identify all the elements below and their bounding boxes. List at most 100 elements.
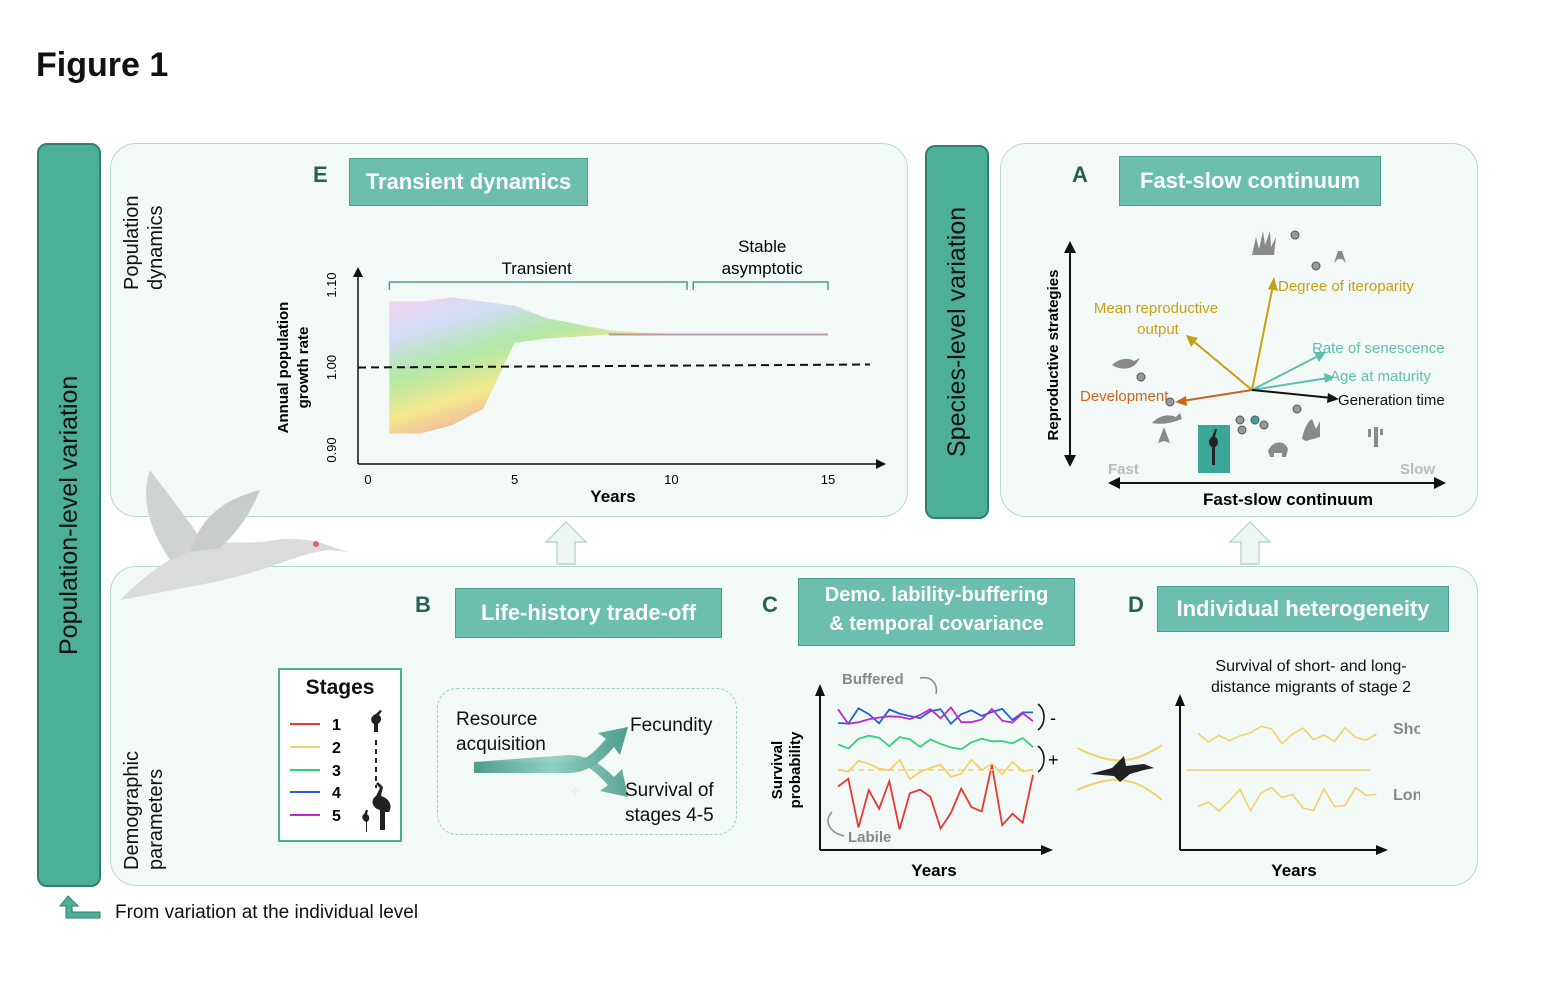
panel-e-letter: E (313, 162, 328, 187)
vector-generation-time-label: Generation time (1338, 392, 1445, 409)
crane-illustration (120, 470, 348, 600)
panel-d-letter: D (1128, 592, 1144, 617)
d-short-line (1197, 725, 1377, 745)
c-labile-label: Labile (848, 829, 891, 846)
adult-cranes-icon (362, 782, 391, 832)
survival-line1: Survival of (625, 780, 714, 801)
stage-4-label: 4 (332, 785, 341, 802)
vector-iteroparity-label: Degree of iteroparity (1278, 278, 1414, 295)
stages-legend-lines: 1 2 3 4 5 (290, 710, 391, 832)
row-bottom-line1: Demographic (121, 751, 143, 870)
stage-3-label: 3 (332, 763, 341, 780)
tradeoff-box: + Resource acquisition Fecundity Surviva… (437, 688, 737, 835)
vector-development: Development (1080, 388, 1253, 406)
fast-slow-axis (1108, 477, 1446, 489)
e-y-arrowhead (353, 267, 363, 277)
e-x-tick: 10 (664, 472, 678, 487)
c-y-label-2: probability (787, 731, 804, 808)
c-stage-5-line (837, 706, 1034, 725)
e-y-tick: 1.00 (324, 355, 339, 380)
panel-d-caption-line2: distance migrants of stage 2 (1210, 679, 1412, 696)
c-stage-3-line (837, 734, 1034, 751)
species-dots (1136, 230, 1321, 435)
e-y-tick: 1.10 (324, 272, 339, 297)
panel-c-title-line1: Demo. lability-buffering (824, 584, 1049, 606)
survival-line2: stages 4-5 (625, 805, 714, 826)
stage-2-label: 2 (332, 740, 341, 757)
c-bracket-plus (1037, 745, 1045, 773)
stage-2: 2 (290, 740, 341, 757)
e-x-label: Years (590, 487, 635, 506)
stable-bracket (692, 281, 829, 290)
c-bracket-minus (1037, 703, 1045, 731)
c-stage-1-line (837, 765, 1034, 831)
panel-c-title: Demo. lability-buffering & temporal cova… (798, 578, 1075, 646)
e-transient-envelope (389, 297, 828, 434)
stage-5-label: 5 (332, 808, 341, 825)
d-x-arrowhead (1376, 845, 1388, 855)
e-y-label-2: growth rate (295, 327, 312, 409)
reproductive-axis-label: Reproductive strategies (1045, 270, 1062, 441)
fast-label: Fast (1108, 461, 1139, 478)
panel-a-letter: A (1072, 162, 1088, 187)
stages-legend: Stages 1 2 3 4 5 (278, 668, 402, 842)
tradeoff-arrows: + (474, 727, 628, 801)
d-x-label: Years (1271, 861, 1316, 880)
fast-slow-axis-label: Fast-slow continuum (1203, 490, 1373, 509)
migrant-divergence (1076, 744, 1163, 801)
footer-return-arrow (58, 895, 101, 919)
row-top-line1: Population (121, 195, 143, 290)
e-y-tick: 0.90 (324, 437, 339, 462)
vector-senescence: Rate of senescence (1251, 340, 1445, 391)
vector-reproductive-output-label-1: Mean reproductive (1094, 300, 1218, 317)
flying-crane-icon (1090, 756, 1154, 782)
e-x-tick: 5 (511, 472, 518, 487)
panel-d-caption: Survival of short- and long- distance mi… (1180, 656, 1442, 698)
vector-age-maturity: Age at maturity (1251, 368, 1431, 391)
vector-development-label: Development (1080, 388, 1169, 405)
c-labile-arrow (827, 811, 845, 837)
stage-1-label: 1 (332, 717, 341, 734)
lability-chart: Years Survival probability Buffered Labile - + (769, 671, 1059, 880)
plus-sign: + (570, 781, 581, 801)
panel-c-letter: C (762, 592, 778, 617)
crane-highlight (1198, 425, 1230, 473)
resource-label: Resource acquisition (456, 707, 546, 757)
panel-c-title-line2: & temporal covariance (829, 613, 1044, 635)
transient-label: Transient (501, 259, 572, 278)
e-y-label-1: Annual population (275, 302, 292, 434)
vector-senescence-label: Rate of senescence (1312, 340, 1445, 357)
footer-text: From variation at the individual level (115, 902, 419, 923)
c-y-arrowhead (815, 684, 825, 696)
c-x-arrowhead (1041, 845, 1053, 855)
species-silhouettes (1112, 231, 1383, 457)
stage-3: 3 (290, 763, 341, 780)
slow-label: Slow (1400, 461, 1435, 478)
reproductive-axis (1064, 241, 1076, 467)
c-plus-sign: + (1048, 750, 1059, 770)
fast-slow-diagram: Reproductive strategies Fast-slow contin… (1045, 230, 1446, 509)
panel-d-caption-line1: Survival of short- and long- (1215, 658, 1407, 675)
e-x-tick: 15 (821, 472, 835, 487)
species-level-bar: Species-level variation (925, 145, 989, 519)
vector-generation-time: Generation time (1251, 389, 1445, 409)
transient-chart: 0 5 10 15 0.90 1.00 1.10 Years Annual population… (275, 237, 886, 506)
transient-bracket (388, 281, 688, 290)
panel-b-letter: B (415, 592, 431, 617)
up-arrow-a (1228, 520, 1272, 565)
row-top-line2: dynamics (145, 205, 167, 290)
c-stage-2-line (837, 758, 1034, 781)
d-long-label: Long (1393, 787, 1420, 804)
c-y-label-1: Survival (769, 741, 786, 799)
e-reference-line (357, 363, 871, 369)
vector-reproductive-output-label-2: output (1137, 321, 1180, 338)
up-arrow-e (544, 520, 588, 565)
heterogeneity-chart: Years Short Long (1175, 694, 1420, 880)
vector-age-maturity-label: Age at maturity (1330, 368, 1431, 385)
row-bottom-line2: parameters (145, 768, 167, 870)
e-x-tick: 0 (364, 472, 371, 487)
d-long-line (1197, 786, 1377, 813)
figure-title: Figure 1 (36, 46, 169, 84)
stage-1: 1 (290, 717, 341, 734)
stage-4: 4 (290, 785, 341, 802)
